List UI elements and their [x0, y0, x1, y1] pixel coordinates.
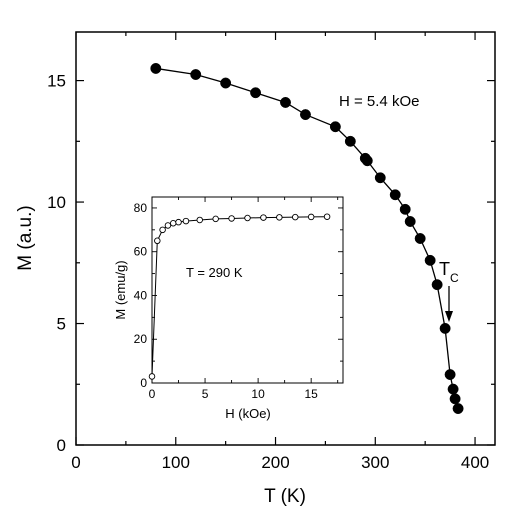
- main-plot-frame: [75, 31, 496, 446]
- data-point: [447, 383, 459, 395]
- x-tick-label: 5: [202, 387, 209, 401]
- field-annotation: H = 5.4 kOe: [339, 93, 419, 110]
- data-point: [389, 189, 401, 201]
- tc-annotation: T C: [439, 259, 459, 322]
- data-point: [190, 69, 202, 80]
- data-point: [212, 215, 219, 223]
- tc-label: T: [439, 259, 450, 279]
- data-point: [399, 203, 411, 215]
- y-tick-label: 40: [134, 288, 148, 302]
- data-point: [452, 403, 464, 415]
- data-point: [323, 213, 331, 220]
- data-point: [361, 155, 373, 167]
- data-point: [196, 216, 203, 224]
- x-tick-label: 400: [461, 453, 489, 472]
- inset-axis-tick-labels: 0 5 10 15 0 20 40 60 80: [134, 201, 319, 401]
- data-point: [329, 121, 341, 133]
- series-line: [151, 216, 328, 377]
- data-point: [280, 97, 291, 108]
- inset-background: [152, 197, 343, 383]
- data-point: [150, 62, 162, 74]
- data-point: [228, 215, 235, 222]
- data-point: [414, 233, 426, 244]
- y-tick-label: 60: [134, 245, 148, 259]
- data-point: [444, 369, 456, 380]
- data-point: [159, 226, 166, 234]
- y-tick-label: 20: [134, 332, 148, 346]
- data-point: [307, 213, 315, 221]
- data-point: [250, 87, 262, 99]
- tc-arrow-head: [445, 311, 453, 322]
- data-point: [374, 172, 386, 184]
- temperature-annotation: T = 290 K: [186, 265, 243, 280]
- x-tick-label: 300: [361, 453, 389, 472]
- data-point: [175, 218, 182, 226]
- x-tick-label: 15: [304, 387, 318, 401]
- x-tick-label: 200: [261, 453, 289, 472]
- data-point: [292, 213, 299, 221]
- data-point: [344, 135, 356, 147]
- data-point: [244, 214, 251, 222]
- x-tick-label: 100: [162, 453, 190, 472]
- inset-plot-frame: [151, 196, 344, 384]
- main-x-axis-label: T (K): [264, 486, 306, 507]
- data-point: [260, 214, 267, 221]
- y-tick-label: 80: [134, 201, 148, 215]
- tc-subscript: C: [450, 271, 459, 285]
- main-axis-ticks: [75, 32, 495, 446]
- data-point: [300, 109, 311, 121]
- x-tick-label: 0: [149, 387, 156, 401]
- inset-axis-ticks: [151, 197, 343, 384]
- y-tick-label: 0: [57, 436, 66, 455]
- y-tick-label: 5: [57, 315, 66, 334]
- y-tick-label: 15: [47, 72, 66, 91]
- y-tick-label: 0: [140, 376, 147, 390]
- data-point: [276, 214, 283, 221]
- data-point: [404, 216, 416, 227]
- inset-x-axis-label: H (kOe): [225, 406, 271, 421]
- data-point: [431, 279, 443, 291]
- inset-series-group: [148, 213, 331, 380]
- main-y-axis-label: M (a.u.): [15, 205, 36, 270]
- main-series-group: [150, 62, 464, 415]
- data-point: [220, 77, 232, 89]
- data-point: [449, 393, 461, 405]
- data-point: [154, 237, 161, 245]
- inset-y-axis-label: M (emu/g): [113, 260, 128, 319]
- data-point: [148, 373, 156, 380]
- data-point: [439, 322, 451, 334]
- y-tick-label: 10: [47, 193, 66, 212]
- series-line: [155, 67, 459, 409]
- x-tick-label: 10: [251, 387, 265, 401]
- x-tick-label: 0: [71, 453, 80, 472]
- data-point: [424, 254, 436, 266]
- data-point: [164, 222, 172, 229]
- data-point: [182, 217, 190, 225]
- data-point: [169, 220, 177, 227]
